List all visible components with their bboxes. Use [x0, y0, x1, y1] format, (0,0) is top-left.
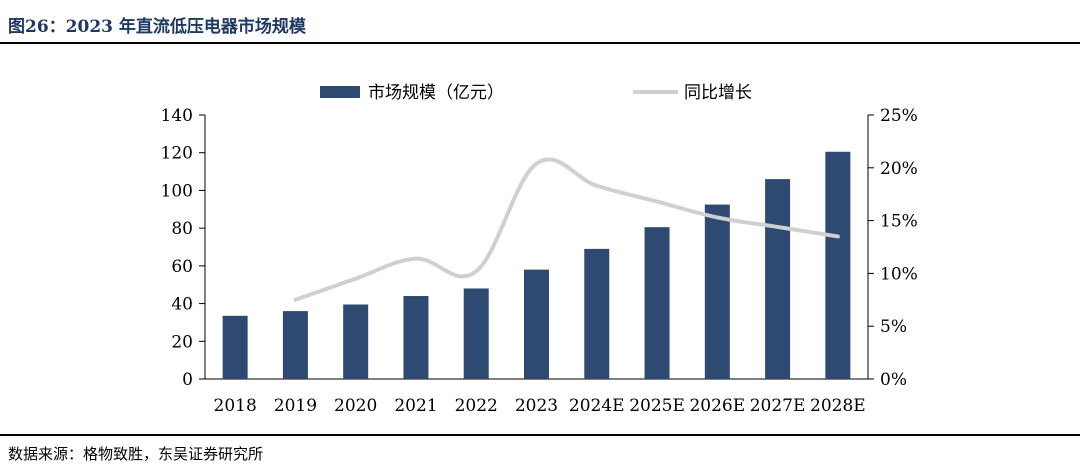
- x-tick-label: 2024E: [569, 396, 625, 416]
- bar: [765, 179, 791, 379]
- title-bar: 图26：2023 年直流低压电器市场规模: [0, 0, 1080, 44]
- x-tick-label: 2025E: [629, 396, 685, 416]
- left-tick-label: 80: [171, 219, 193, 239]
- left-tick-label: 120: [161, 144, 193, 164]
- bar: [282, 311, 308, 379]
- footer-divider: [0, 434, 1080, 436]
- bar: [403, 296, 429, 379]
- right-tick-label: 20%: [880, 159, 918, 179]
- bar: [343, 304, 369, 379]
- bar: [222, 315, 248, 379]
- x-tick-label: 2022: [455, 396, 498, 416]
- left-tick-label: 140: [161, 106, 193, 126]
- right-tick-label: 0%: [880, 370, 907, 390]
- x-tick-label: 2020: [334, 396, 377, 416]
- x-tick-label: 2028E: [810, 396, 866, 416]
- source-note: 数据来源：格物致胜，东吴证券研究所: [8, 445, 264, 463]
- bar: [524, 269, 549, 379]
- legend-label-bar: 市场规模（亿元）: [368, 83, 504, 103]
- legend-swatch-bar: [320, 86, 360, 98]
- right-tick-label: 25%: [880, 106, 918, 126]
- left-tick-label: 0: [182, 370, 193, 390]
- left-tick-label: 100: [161, 181, 193, 201]
- bar: [644, 227, 670, 379]
- growth-line: [293, 157, 840, 302]
- right-tick-label: 10%: [880, 264, 918, 284]
- bar: [704, 204, 730, 379]
- x-tick-label: 2018: [214, 396, 257, 416]
- bar: [584, 248, 610, 379]
- left-tick-label: 60: [171, 257, 193, 277]
- x-tick-label: 2021: [394, 396, 437, 416]
- left-tick-label: 20: [171, 332, 193, 352]
- x-tick-label: 2027E: [750, 396, 806, 416]
- bar: [825, 151, 851, 379]
- chart-title: 图26：2023 年直流低压电器市场规模: [8, 17, 306, 37]
- x-tick-label: 2026E: [689, 396, 745, 416]
- legend-label-line: 同比增长: [684, 83, 752, 103]
- x-tick-label: 2019: [274, 396, 317, 416]
- left-tick-label: 40: [171, 295, 193, 315]
- chart-area: 0 20 40 60 80 100 120 140 0% 5% 10% 15% 20% 25% 2018 20…: [161, 83, 918, 416]
- bar: [463, 288, 489, 379]
- right-tick-label: 5%: [880, 317, 907, 337]
- x-tick-label: 2023: [515, 396, 558, 416]
- right-tick-label: 15%: [880, 212, 918, 232]
